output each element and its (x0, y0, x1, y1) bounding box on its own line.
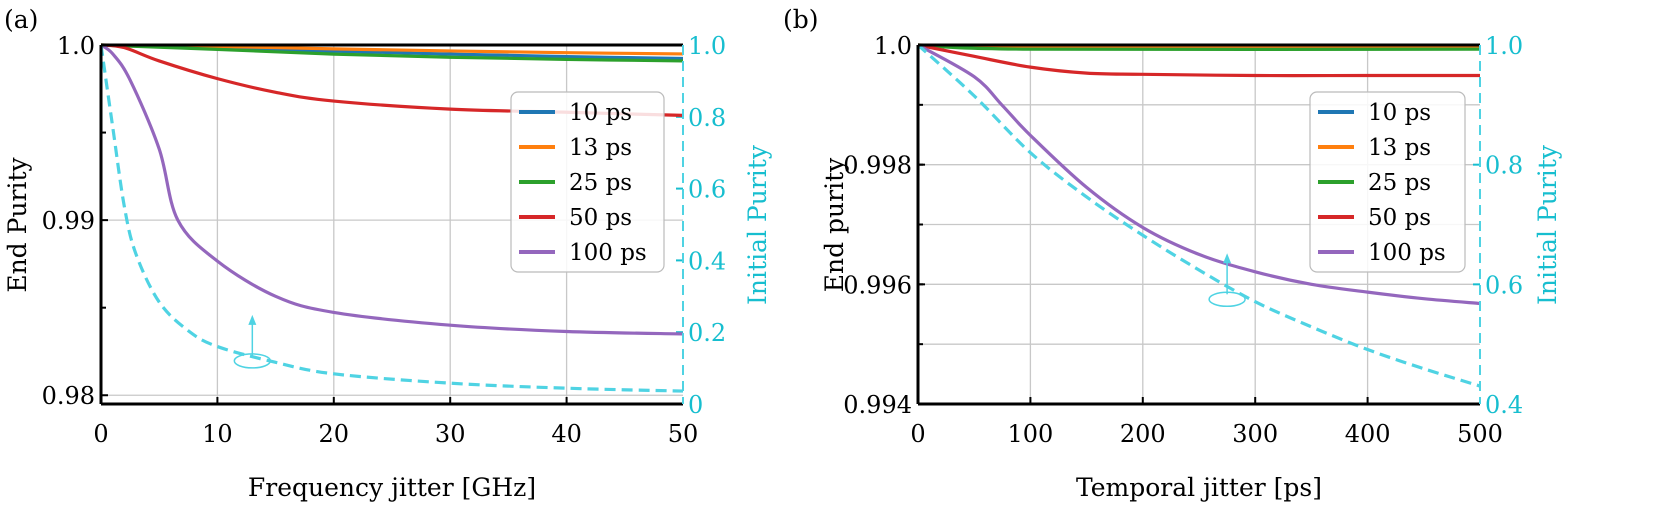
x-tick-label: 50 (668, 420, 699, 448)
right-y-tick-label: 1.0 (1485, 32, 1523, 60)
series-line-100ps (917, 43, 1481, 306)
right-y-axis-label: Initial Purity (1533, 144, 1562, 305)
x-tick-label: 20 (319, 420, 350, 448)
x-tick-label: 200 (1120, 420, 1166, 448)
x-tick-label: 500 (1457, 420, 1503, 448)
initial-purity-dashed-line (916, 43, 1481, 388)
series-line-25ps (100, 43, 684, 63)
y-tick-label: 0.994 (843, 391, 912, 419)
y-tick-label: 1.0 (57, 32, 95, 60)
series-line-25ps (917, 43, 1481, 52)
x-tick-label: 100 (1007, 420, 1053, 448)
right-y-tick-label: 0.4 (688, 247, 726, 275)
y-tick-label: 0.99 (42, 207, 95, 235)
series-line-100ps (100, 43, 684, 336)
legend-label: 25 ps (569, 170, 632, 196)
legend-box (1309, 91, 1466, 273)
right-y-tick-label: 1.0 (688, 32, 726, 60)
legend-label: 100 ps (569, 240, 647, 266)
right-y-tick-label: 0.6 (688, 176, 726, 204)
right-y-tick-label: 0.2 (688, 319, 726, 347)
annotation-arrowhead-icon (1223, 253, 1232, 264)
legend-label: 13 ps (569, 135, 632, 161)
x-tick-label: 30 (435, 420, 466, 448)
right-y-tick-label: 0 (688, 391, 703, 419)
panel-a: 0 10 20 30 40 50 0.98 0.99 1.0 0 0.2 0.4 0.6 0.8 1.0 10… (3, 5, 772, 502)
right-y-tick-label: 0.8 (688, 104, 726, 132)
legend-label: 100 ps (1368, 240, 1446, 266)
y-axis-label: End Purity (3, 156, 32, 292)
legend-label: 10 ps (569, 100, 632, 126)
legend-label: 50 ps (569, 205, 632, 231)
series-line-50ps (917, 43, 1480, 78)
x-tick-label: 300 (1232, 420, 1278, 448)
legend-label: 25 ps (1368, 170, 1431, 196)
panel-label: (b) (783, 5, 819, 34)
legend-label: 10 ps (1368, 100, 1431, 126)
x-tick-label: 0 (93, 420, 108, 448)
panel-b: 0 100 200 300 400 500 0.994 0.996 0.998 1.0 0.4 0.6… (783, 5, 1562, 502)
right-y-axis-label: Initial Purity (743, 144, 772, 305)
right-y-tick-label: 0.8 (1485, 152, 1523, 180)
right-y-tick-label: 0.4 (1485, 391, 1523, 419)
legend-label: 13 ps (1368, 135, 1431, 161)
x-axis-label: Temporal jitter [ps] (1076, 473, 1322, 502)
y-tick-label: 0.996 (843, 271, 912, 299)
y-tick-label: 1.0 (874, 32, 912, 60)
y-axis-label: End purity (820, 157, 849, 292)
y-tick-label: 0.98 (42, 382, 95, 410)
x-tick-label: 10 (202, 420, 233, 448)
annotation-arrowhead-icon (248, 314, 257, 325)
legend-box (510, 91, 665, 273)
x-axis-label: Frequency jitter [GHz] (248, 473, 536, 502)
x-tick-label: 400 (1345, 420, 1391, 448)
legend-label: 50 ps (1368, 205, 1431, 231)
x-tick-label: 0 (910, 420, 925, 448)
y-tick-label: 0.998 (843, 152, 912, 180)
x-tick-label: 40 (551, 420, 582, 448)
annotation-ellipse (1208, 291, 1246, 308)
right-y-tick-label: 0.6 (1485, 271, 1523, 299)
panel-label: (a) (4, 5, 38, 34)
